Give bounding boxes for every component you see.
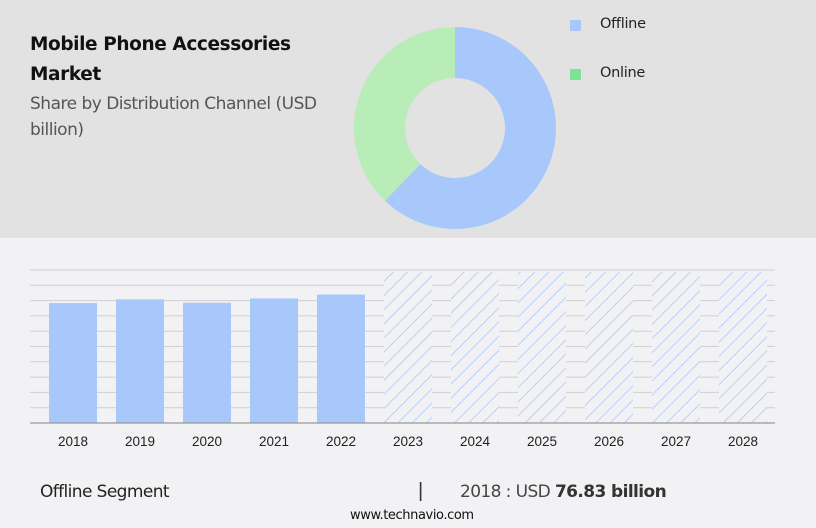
- bar-2023: [384, 272, 432, 423]
- chart-title: Mobile Phone Accessories Market: [30, 34, 291, 85]
- bar-2025: [518, 272, 566, 423]
- footer-separator: |: [418, 480, 424, 502]
- bar-2018: [49, 303, 97, 423]
- legend-label-offline: Offline: [600, 16, 646, 32]
- bar-2021: [250, 298, 298, 423]
- bar-2026: [585, 272, 633, 423]
- x-label-2023: 2023: [393, 434, 423, 449]
- highlight-value: 2018 : USD 76.83 billion: [460, 482, 667, 502]
- x-label-2028: 2028: [728, 434, 758, 449]
- legend-swatch-online: [570, 69, 581, 80]
- segment-label: Offline Segment: [40, 482, 170, 502]
- legend-label-online: Online: [600, 65, 645, 81]
- x-label-2025: 2025: [527, 434, 557, 449]
- donut-chart: [354, 27, 556, 230]
- bar-2027: [652, 272, 700, 423]
- x-label-2024: 2024: [460, 434, 491, 449]
- legend-swatch-offline: [570, 20, 581, 31]
- bar-2022: [317, 294, 365, 423]
- highlight-amount: 76.83 billion: [554, 482, 667, 502]
- bar-chart: 2018 2019 2020 2021 2022 2023 2024 2025 2026 2027…: [30, 269, 775, 449]
- bar-2020: [183, 302, 231, 423]
- header-band: Mobile Phone Accessories Market Share by…: [0, 0, 816, 238]
- legend-item-offline: Offline: [570, 16, 646, 32]
- x-label-2022: 2022: [326, 434, 356, 449]
- x-label-2026: 2026: [594, 434, 624, 449]
- bars: [49, 272, 767, 423]
- x-label-2020: 2020: [192, 434, 222, 449]
- source-url: www.technavio.com: [350, 508, 474, 523]
- donut-segment-online: [354, 27, 455, 201]
- bar-2024: [451, 272, 499, 423]
- bar-2019: [116, 299, 164, 423]
- highlight-year: 2018 : USD: [460, 482, 555, 502]
- x-axis-labels: 2018 2019 2020 2021 2022 2023 2024 2025 2026 2027…: [58, 434, 758, 449]
- bar-2028: [719, 272, 767, 423]
- x-label-2027: 2027: [661, 434, 691, 449]
- donut-segment-offline: [384, 27, 556, 230]
- x-label-2019: 2019: [125, 434, 155, 449]
- legend-item-online: Online: [570, 65, 645, 81]
- x-label-2018: 2018: [58, 434, 88, 449]
- x-label-2021: 2021: [259, 434, 289, 449]
- chart-subtitle: Share by Distribution Channel (USD billi…: [30, 94, 317, 140]
